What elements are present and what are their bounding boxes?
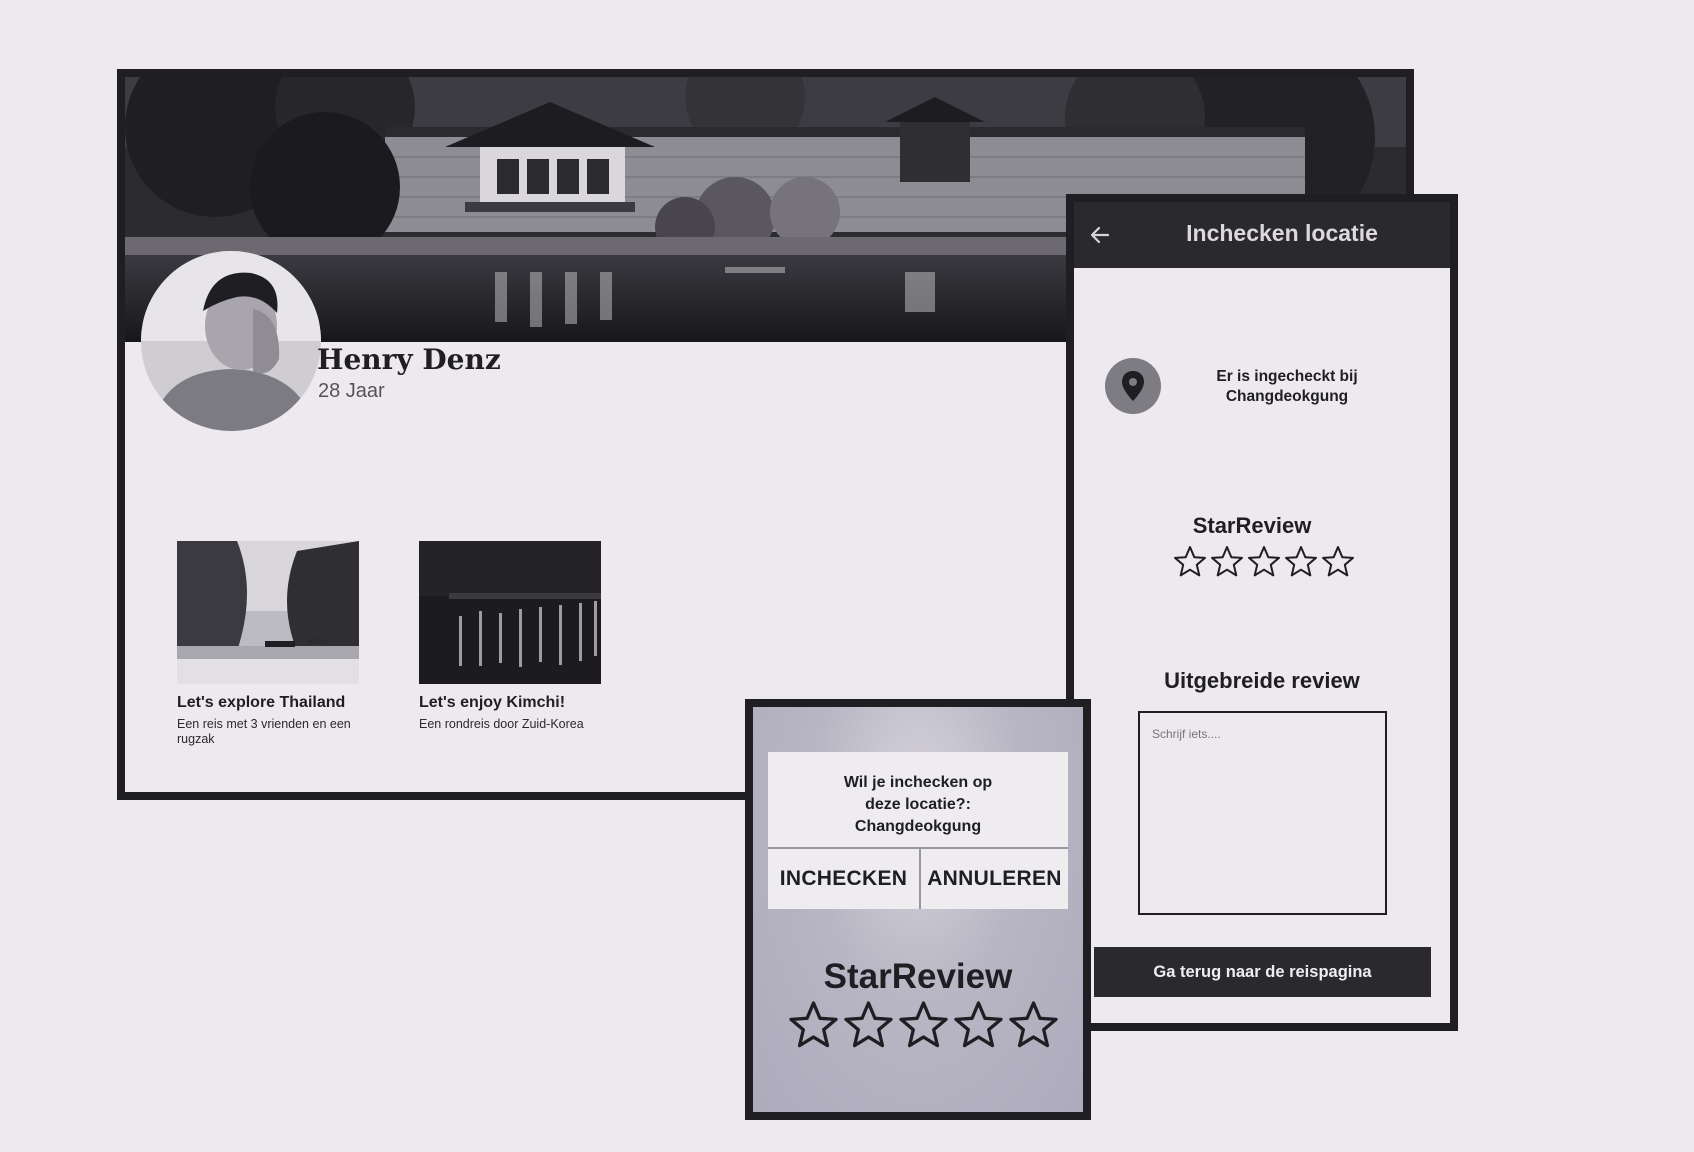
confirm-question-text: Wil je inchecken op deze locatie?: Chang… xyxy=(843,774,993,835)
long-review-label: Uitgebreide review xyxy=(1164,668,1360,693)
star-icon[interactable] xyxy=(1321,545,1355,579)
review-textarea[interactable] xyxy=(1138,711,1387,915)
checkin-header: Inchecken locatie xyxy=(1074,202,1450,268)
checkin-confirm-frame: Wil je inchecken op deze locatie?: Chang… xyxy=(745,699,1091,1120)
trip-title: Let's enjoy Kimchi! xyxy=(419,694,566,711)
checkin-screen-frame: Inchecken locatie Er is ingecheckt bij C… xyxy=(1066,194,1458,1031)
location-badge xyxy=(1105,358,1161,414)
checkin-confirm-dialog: Wil je inchecken op deze locatie?: Chang… xyxy=(768,752,1068,909)
location-pin-icon xyxy=(1122,371,1144,401)
profile-age: 28 Jaar xyxy=(318,380,385,402)
star-rating[interactable] xyxy=(788,1000,1059,1051)
star-icon[interactable] xyxy=(788,1000,839,1051)
star-icon[interactable] xyxy=(1284,545,1318,579)
star-icon[interactable] xyxy=(1173,545,1207,579)
checkin-status-text: Er is ingecheckt bij Changdeokgung xyxy=(1216,368,1358,405)
avatar[interactable] xyxy=(141,251,321,431)
back-arrow-icon[interactable] xyxy=(1088,224,1112,246)
trip-description: Een reis met 3 vrienden en een rugzak xyxy=(177,717,351,746)
cover-photo xyxy=(125,77,1406,342)
checkin-title: Inchecken locatie xyxy=(1186,220,1378,246)
trip-title: Let's explore Thailand xyxy=(177,694,346,711)
confirm-question: Wil je inchecken op deze locatie?: Chang… xyxy=(768,772,1068,838)
profile-page-frame: Henry Denz 28 Jaar Let's explore Thailan… xyxy=(117,69,1414,800)
star-icon[interactable] xyxy=(1247,545,1281,579)
trip-thumbnail-thailand xyxy=(177,541,359,684)
back-to-trip-page-button[interactable]: Ga terug naar de reispagina xyxy=(1094,947,1431,997)
trip-description: Een rondreis door Zuid-Korea xyxy=(419,717,584,731)
star-icon[interactable] xyxy=(1008,1000,1059,1051)
star-review-label: StarReview xyxy=(1192,513,1312,538)
divider xyxy=(768,847,1068,849)
trip-thumbnail-korea xyxy=(419,541,601,684)
profile-name: Henry Denz xyxy=(317,343,501,376)
star-icon[interactable] xyxy=(1210,545,1244,579)
star-review-label: StarReview xyxy=(823,957,1013,996)
cancel-button[interactable]: ANNULEREN xyxy=(921,849,1068,909)
star-icon[interactable] xyxy=(898,1000,949,1051)
star-icon[interactable] xyxy=(843,1000,894,1051)
star-rating[interactable] xyxy=(1173,545,1355,583)
star-icon[interactable] xyxy=(953,1000,1004,1051)
checkin-confirm-button[interactable]: INCHECKEN xyxy=(768,849,919,909)
divider xyxy=(919,847,921,909)
trip-card-thailand[interactable]: Let's explore Thailand Een reis met 3 vr… xyxy=(177,541,359,747)
trip-card-korea[interactable]: Let's enjoy Kimchi! Een rondreis door Zu… xyxy=(419,541,601,732)
